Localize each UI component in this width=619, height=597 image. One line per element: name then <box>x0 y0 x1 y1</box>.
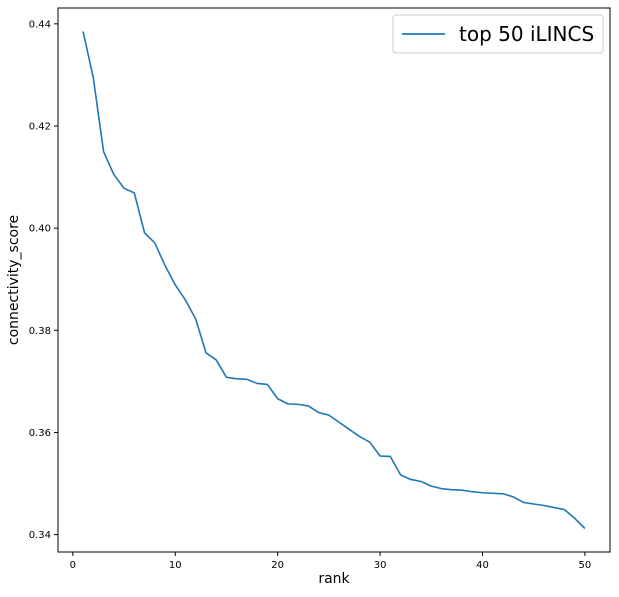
y-axis-label: connectivity_score <box>6 215 22 345</box>
x-tick-label: 20 <box>271 560 284 571</box>
plot-area <box>58 8 610 552</box>
legend-label: top 50 iLINCS <box>459 22 594 46</box>
series-line-0 <box>82 31 586 530</box>
x-tick-label: 30 <box>374 560 387 571</box>
y-tick-label: 0.34 <box>29 530 51 541</box>
x-tick-label: 0 <box>70 560 76 571</box>
legend: top 50 iLINCS <box>392 14 604 54</box>
y-tick-label: 0.42 <box>29 121 51 132</box>
x-tick-label: 40 <box>476 560 489 571</box>
y-tick-label: 0.38 <box>29 326 51 337</box>
x-tick-label: 10 <box>169 560 182 571</box>
plot-frame <box>57 7 611 553</box>
x-axis: 0 10 20 30 40 50 <box>70 552 592 571</box>
y-tick-label: 0.44 <box>29 19 51 30</box>
x-axis-label: rank <box>318 571 350 587</box>
y-tick-label: 0.36 <box>29 428 51 439</box>
legend-frame <box>392 14 604 54</box>
y-tick-label: 0.40 <box>29 224 51 235</box>
x-tick-label: 50 <box>579 560 592 571</box>
series-layer <box>82 31 586 530</box>
y-axis: 0.34 0.36 0.38 0.40 0.42 0.44 <box>29 19 58 541</box>
